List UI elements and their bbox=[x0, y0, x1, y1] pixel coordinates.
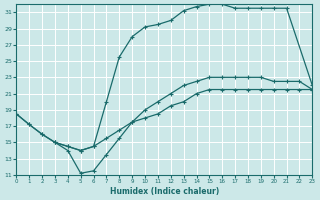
X-axis label: Humidex (Indice chaleur): Humidex (Indice chaleur) bbox=[110, 187, 219, 196]
